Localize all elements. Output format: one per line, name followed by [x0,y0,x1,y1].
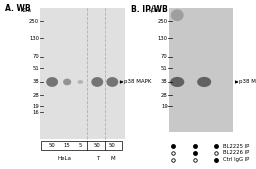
Text: 19: 19 [161,104,168,109]
Text: 38: 38 [161,79,168,84]
Text: BL2225 IP: BL2225 IP [223,144,249,149]
Ellipse shape [171,9,184,21]
Text: T: T [96,155,99,161]
Ellipse shape [78,80,83,84]
Text: 130: 130 [29,35,39,41]
Text: 70: 70 [161,54,168,59]
Ellipse shape [46,77,58,87]
Text: 28: 28 [32,93,39,98]
Bar [41,141,122,150]
Text: 38: 38 [32,79,39,84]
Text: 15: 15 [64,143,71,148]
Bar [40,8,125,139]
Text: Ctrl IgG IP: Ctrl IgG IP [223,157,249,162]
Bar [169,8,233,132]
Text: BL2226 IP: BL2226 IP [223,150,249,155]
Text: 250: 250 [29,19,39,24]
Text: 19: 19 [32,104,39,109]
Text: 50: 50 [49,143,56,148]
Text: 70: 70 [32,54,39,59]
Ellipse shape [106,77,118,87]
Text: p38 MAPK: p38 MAPK [124,79,151,84]
Ellipse shape [197,77,211,87]
Text: 51: 51 [161,66,168,71]
Text: 51: 51 [32,66,39,71]
Text: 250: 250 [157,19,168,24]
Ellipse shape [170,77,184,87]
Text: HeLa: HeLa [57,155,71,161]
Text: 50: 50 [109,143,116,148]
Ellipse shape [91,77,103,87]
Text: 50: 50 [94,143,101,148]
Text: 16: 16 [32,110,39,115]
Ellipse shape [63,79,71,85]
Text: kDa: kDa [20,8,31,13]
Text: 28: 28 [161,93,168,98]
Text: 5: 5 [79,143,82,148]
Text: kDa: kDa [148,8,159,13]
Text: A. WB: A. WB [5,4,31,13]
Text: M: M [110,155,115,161]
Text: 130: 130 [158,35,168,41]
Text: B. IP/WB: B. IP/WB [131,4,167,13]
Text: p38 MAPK: p38 MAPK [239,79,256,84]
